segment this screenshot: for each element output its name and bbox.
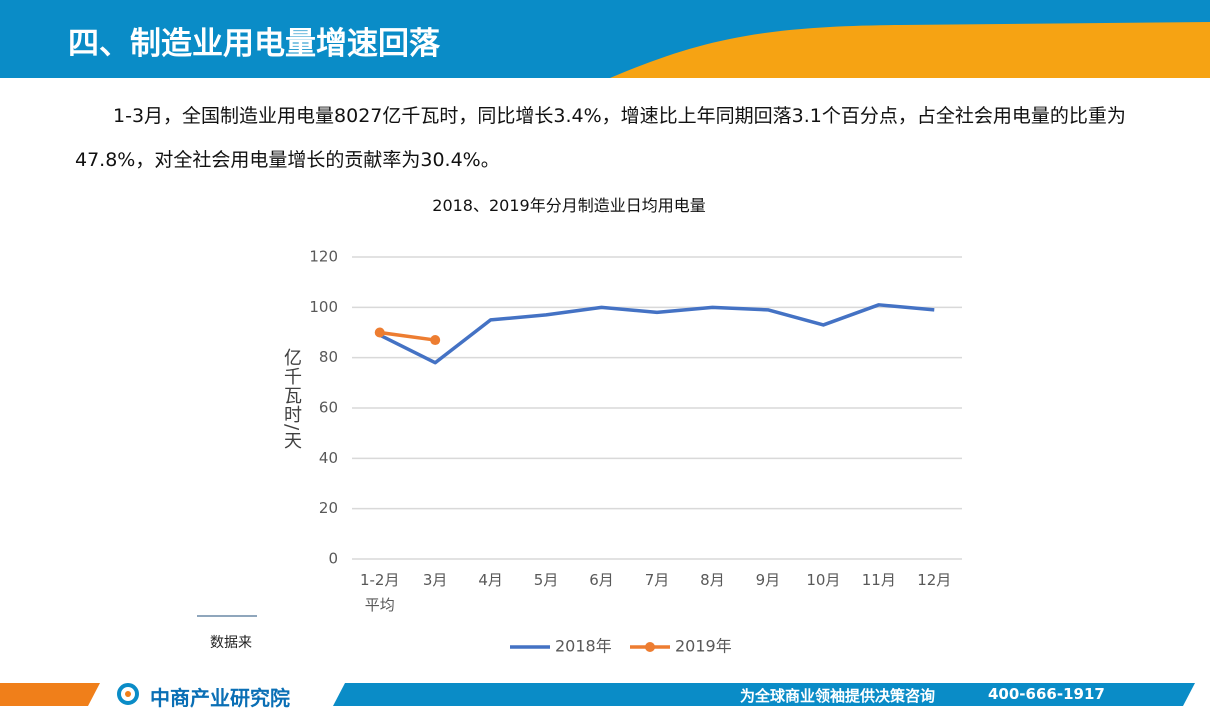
x-tick-label: 9月	[755, 571, 781, 589]
legend-label: 2018年	[555, 637, 612, 656]
footer-band	[333, 683, 1195, 706]
series-line	[379, 330, 436, 342]
x-tick-label: 8月	[700, 571, 725, 589]
x-tick-label: 10月	[806, 571, 841, 589]
footer-logo: 中商产业研究院	[150, 686, 290, 710]
legend-label: 2019年	[675, 637, 732, 656]
source-label: 数据来	[210, 635, 252, 651]
x-tick-label: 7月	[644, 571, 670, 589]
y-tick-label: 80	[319, 348, 338, 366]
chart-title: 2018、2019年分月制造业日均用电量	[432, 196, 706, 215]
y-tick-label: 40	[319, 449, 338, 467]
series-line	[378, 303, 935, 365]
legend-marker	[645, 642, 655, 652]
point	[430, 335, 441, 346]
y-tick-label: 100	[309, 298, 338, 316]
x-tick-label: 6月	[589, 571, 614, 589]
y-tick-label: 20	[319, 499, 338, 517]
header-swoosh	[610, 22, 1210, 78]
x-tick-label: 4月	[478, 571, 503, 589]
footer-phone: 400-666-1917	[988, 685, 1105, 703]
x-tick-label: 11月	[861, 571, 896, 589]
footer-orange	[0, 683, 100, 706]
y-axis-label: 亿千瓦时/天	[281, 348, 302, 451]
paragraph: 1-3月，全国制造业用电量8027亿千瓦时，同比增长3.4%，增速比上年同期回落…	[75, 105, 1126, 171]
point	[374, 327, 385, 338]
logo-icon-dot	[125, 691, 131, 697]
x-tick-label: 12月	[917, 571, 952, 589]
footer-slogan: 为全球商业领袖提供决策咨询	[740, 687, 936, 705]
x-tick-label: 3月	[422, 571, 448, 589]
y-tick-label: 0	[328, 550, 338, 568]
x-tick-label: 1-2月平均	[359, 571, 400, 614]
y-tick-label: 120	[309, 248, 338, 266]
logo-icon	[117, 683, 139, 705]
y-tick-label: 60	[319, 399, 338, 417]
x-tick-label: 5月	[533, 571, 559, 589]
header-title: 四、制造业用电量增速回落	[68, 26, 440, 62]
